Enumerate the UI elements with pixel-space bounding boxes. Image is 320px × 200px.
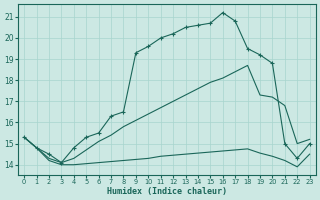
X-axis label: Humidex (Indice chaleur): Humidex (Indice chaleur): [107, 187, 227, 196]
